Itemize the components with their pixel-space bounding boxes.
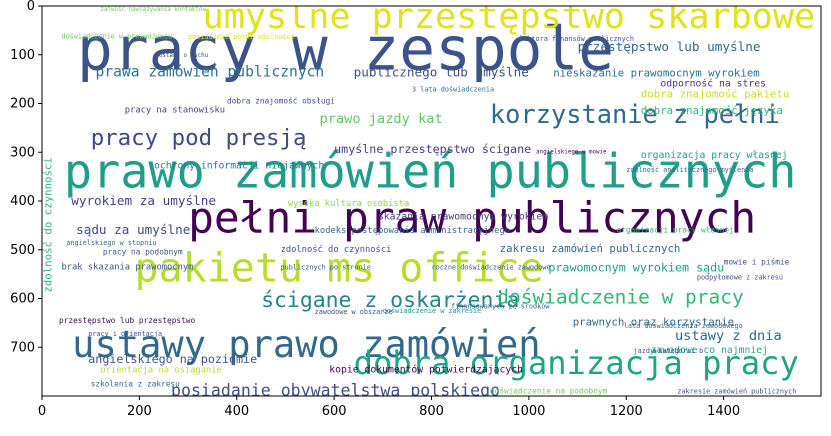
cloud-word: orientacja na osiąganie	[100, 366, 221, 376]
cloud-word: posiadanie obywatelstwa polskiego	[171, 381, 500, 400]
cloud-word: ustawy prawo zamówień	[72, 323, 540, 366]
cloud-word: prawomocnym wyrokiem sądu	[548, 261, 724, 275]
cloud-word: zawodowe co najmniej	[651, 345, 768, 356]
cloud-word: lata doświadczenia zawodowego	[624, 322, 743, 330]
cloud-word: ochrony informacji niejawnych	[154, 160, 324, 171]
cloud-word: pracy i orientacja	[88, 330, 162, 338]
cloud-word: korzystanie z pełni	[490, 99, 780, 129]
x-tick-label: 800	[419, 404, 444, 419]
cloud-word: finansowanych ze środków	[451, 302, 550, 310]
cloud-word: umyślne przestępstwo skarbowe	[203, 0, 815, 37]
cloud-word: odporność na stres	[660, 77, 766, 89]
cloud-word: doświadczenie w zakresie	[383, 307, 481, 315]
x-axis: 0 200 400 600 800 1000 1200 1400	[38, 396, 740, 419]
cloud-word: zdolność analitycznego myślenia	[626, 166, 753, 174]
cloud-word: pełni praw publicznych	[188, 194, 756, 244]
cloud-word: brak skazania prawomocnym	[61, 262, 193, 272]
x-tick-label: 600	[322, 404, 347, 419]
cloud-word: doświadczenie w prowadzeniu	[61, 33, 172, 41]
cloud-word: publicznych po stronie	[281, 263, 371, 271]
cloud-word: skazania prawomocnym wyrokiem	[378, 212, 548, 223]
cloud-word: dobra znajomość języka	[641, 104, 783, 117]
cloud-word: angielskiego na poziomie	[88, 352, 257, 366]
x-tick-label: 400	[224, 404, 249, 419]
cloud-word: angielskiego w mowie	[536, 150, 607, 156]
cloud-word: sądu za umyślne	[76, 222, 190, 237]
cloud-word: publicznego lub umyślne	[354, 65, 529, 80]
y-tick-label: 100	[10, 48, 35, 63]
cloud-word: zdolność do czynności	[42, 157, 55, 293]
x-tick-label: 200	[127, 404, 152, 419]
cloud-word: organizacji pracy własnej	[617, 226, 734, 235]
cloud-word: jazdy kategorii b	[634, 347, 704, 355]
cloud-word: pracy pod presją	[91, 125, 307, 151]
cloud-word: kodeks postępowania administracyjnego	[315, 226, 510, 236]
y-tick-label: 600	[10, 292, 35, 307]
cloud-word: dobra znajomość pakietu	[641, 88, 789, 101]
cloud-word: angielskiego w stopniu	[66, 239, 156, 247]
cloud-word: pracy na podobnym	[103, 248, 183, 257]
cloud-word: prawo jazdy kat	[320, 111, 443, 127]
cloud-word: doświadczenie na podobnym	[490, 387, 608, 396]
cloud-word: przestępstwo lub umyślne	[578, 39, 761, 54]
cloud-word: 3 lata doświadczenia	[412, 85, 494, 93]
cloud-word: szkolenia z zakresu	[91, 379, 180, 388]
x-tick-label: 1200	[610, 404, 643, 419]
cloud-word: przestępstwo lub przestępstwo	[59, 316, 195, 325]
cloud-word: zakresu zamówień publicznych	[500, 242, 681, 255]
cloud-word: podpyłomowe z zakresu	[697, 273, 783, 281]
x-tick-label: 0	[38, 404, 46, 419]
cloud-word: roczne doświadczenie zawodowe	[432, 263, 551, 271]
cloud-word: zawodowe w obszarze	[315, 308, 393, 316]
y-tick-label: 0	[27, 0, 35, 14]
cloud-word: nieskazanie prawomocnym wyrokiem	[553, 67, 760, 80]
cloud-word: zakresie zamówień publicznych	[677, 388, 796, 396]
cloud-word: prawa zamówień publicznych	[96, 64, 325, 81]
cloud-word: pracy w zespole	[77, 15, 614, 84]
cloud-word: prawo zamówień publicznych	[64, 145, 797, 199]
cloud-word: prawnych oraz korzystanie	[573, 315, 734, 328]
y-tick-label: 200	[10, 97, 35, 112]
cloud-word: ustawy z dnia	[675, 328, 782, 344]
y-axis: 0 100 200 300 400 500 600 700	[10, 0, 42, 355]
cloud-word: ścigane z oskarżenia	[261, 288, 519, 313]
cloud-word: lektora finansów publicznych	[519, 35, 634, 43]
cloud-word: dobra znajomość obsługi	[227, 97, 335, 106]
cloud-word: kopie dokumentów potwierdzających	[329, 364, 523, 376]
cloud-word: zdolność do czynności	[281, 244, 392, 255]
cloud-word: organizacja pracy własnej	[641, 150, 788, 161]
y-tick-label: 300	[10, 145, 35, 160]
x-tick-label: 1400	[707, 404, 740, 419]
cloud-word: dobra organizacja pracy	[354, 344, 799, 382]
y-tick-label: 500	[10, 243, 35, 258]
cloud-word: zatwość nawiązywania kontaktów	[100, 6, 206, 13]
cloud-word: wyrokiem za umyślne	[71, 193, 216, 208]
cloud-word: ustawy o ruchu	[159, 53, 208, 59]
cloud-word: doświadczenie w pracy	[497, 285, 744, 308]
y-tick-label: 700	[10, 340, 35, 355]
cloud-word: wysoka kultura osobista	[288, 199, 409, 209]
cloud-word: pracy na stanowisku	[125, 105, 225, 115]
cloud-word: pakietu ms office	[135, 245, 544, 291]
cloud-word: mowie i piśmie	[724, 257, 790, 266]
cloud-word: posiadanie pełni zdolności	[188, 33, 295, 41]
cloud-word: umyślne przestępstwo ścigane	[334, 142, 531, 156]
x-tick-label: 1000	[512, 404, 545, 419]
y-tick-label: 400	[10, 194, 35, 209]
plot-area	[42, 6, 821, 396]
